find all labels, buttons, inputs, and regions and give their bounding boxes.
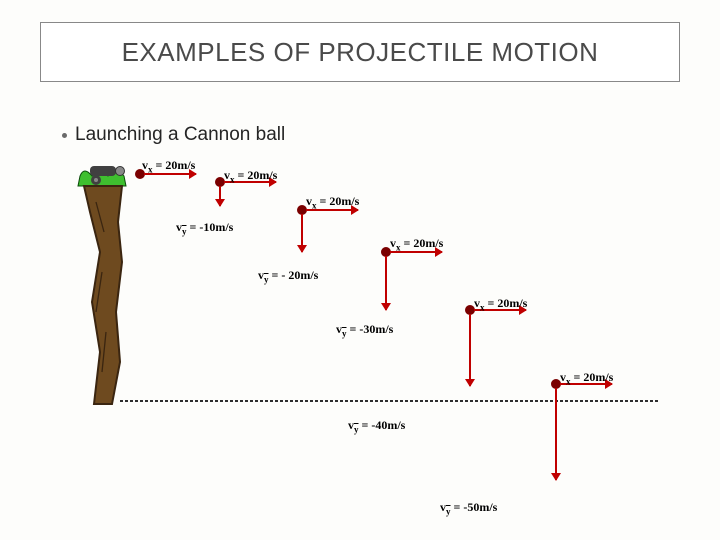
vx-label: vx = 20m/s — [560, 370, 613, 386]
vx-label: vx = 20m/s — [474, 296, 527, 312]
vx-label: vx = 20m/s — [224, 168, 277, 184]
vy-arrow — [219, 186, 221, 206]
vx-label: vx = 20m/s — [306, 194, 359, 210]
vx-label: vx = 20m/s — [390, 236, 443, 252]
vy-arrow — [469, 314, 471, 386]
cliff-illustration — [72, 152, 152, 412]
vy-label: vy = -30m/s — [336, 322, 393, 338]
vy-label: vy = - 20m/s — [258, 268, 318, 284]
bullet-dot — [62, 133, 67, 138]
projectile-diagram: vx = 20m/s vx = 20m/s vy = -10m/s vx = 20m/… — [72, 152, 658, 532]
vy-label: vy = -10m/s — [176, 220, 233, 236]
vy-label: vy = -50m/s — [440, 500, 497, 516]
vx-label: vx = 20m/s — [142, 158, 195, 174]
bullet-item: Launching a Cannon ball — [62, 124, 285, 146]
vy-arrow — [385, 256, 387, 310]
ground-line — [120, 400, 660, 402]
vy-label: vy = -40m/s — [348, 418, 405, 434]
page-title: EXAMPLES OF PROJECTILE MOTION — [122, 37, 599, 68]
vy-arrow — [555, 388, 557, 480]
title-box: EXAMPLES OF PROJECTILE MOTION — [40, 22, 680, 82]
vy-arrow — [301, 214, 303, 252]
bullet-text: Launching a Cannon ball — [75, 124, 285, 146]
